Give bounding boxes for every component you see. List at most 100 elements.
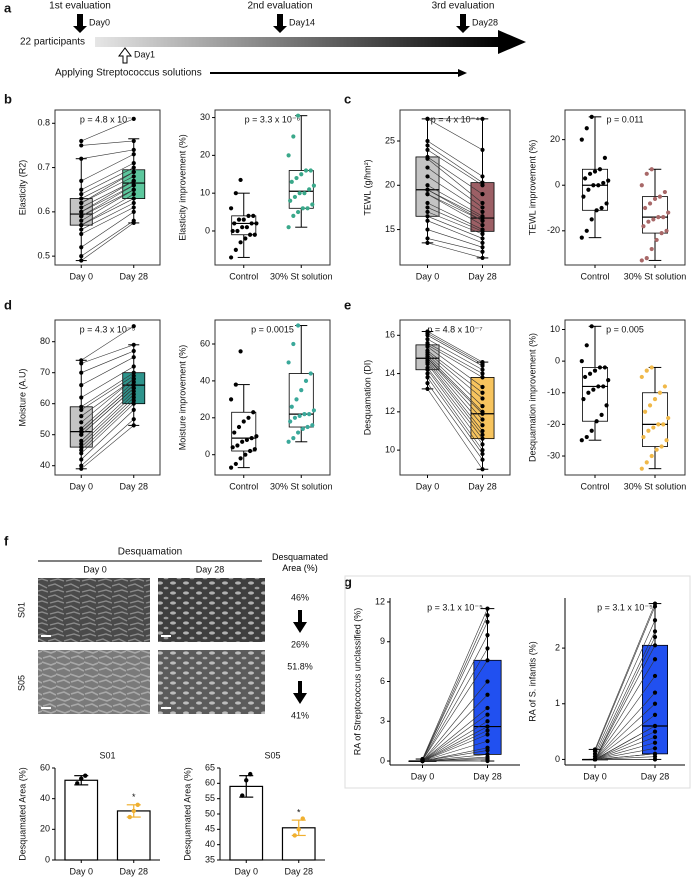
data-point	[639, 183, 644, 188]
data-point	[425, 218, 430, 223]
pair-line	[594, 731, 656, 760]
significance: *	[297, 808, 301, 818]
data-point	[131, 373, 136, 378]
pair-line	[81, 350, 134, 373]
data-point	[480, 147, 485, 152]
data-point	[480, 359, 485, 365]
box	[288, 373, 314, 428]
x-tick-label: Day 0	[69, 271, 93, 281]
y-tick-label: 10	[385, 444, 395, 454]
data-point	[656, 422, 661, 427]
data-point	[79, 178, 84, 183]
x-tick-label: Control	[229, 481, 258, 491]
data-point	[643, 205, 648, 211]
pair-line	[422, 734, 488, 762]
data-point	[79, 463, 84, 468]
data-point	[241, 419, 246, 424]
data-point	[597, 167, 603, 172]
data-point	[288, 198, 293, 203]
data-point	[131, 116, 136, 121]
row-label: S05	[16, 675, 26, 691]
pair-line	[427, 354, 483, 407]
data-point	[286, 439, 291, 444]
pair-line	[594, 636, 656, 760]
y-tick-label: 0	[380, 755, 385, 765]
plot-frame	[214, 109, 331, 266]
p-value: p = 4.8 x 10⁻⁷	[80, 114, 135, 124]
data-point	[308, 168, 313, 173]
y-tick-label: 40	[40, 793, 50, 803]
data-point	[596, 384, 601, 389]
data-point	[311, 183, 316, 188]
pair-line	[427, 242, 483, 259]
evaluation-day: Day14	[289, 17, 315, 27]
pair-line	[81, 356, 134, 386]
data-point	[662, 189, 668, 195]
y-tick-label: 50	[40, 429, 50, 439]
data-point	[305, 206, 310, 211]
pair-line	[81, 418, 134, 466]
y-tick-label: 1	[555, 698, 560, 708]
timeline-bar	[95, 37, 500, 47]
pair-line	[427, 373, 483, 451]
data-point	[251, 213, 256, 218]
data-point	[79, 192, 84, 197]
data-point	[644, 368, 649, 373]
data-point	[83, 773, 88, 778]
y-tick-label: 20	[40, 824, 50, 834]
data-point	[425, 143, 430, 148]
data-point	[425, 200, 430, 206]
data-point	[480, 249, 485, 254]
pair-line	[81, 222, 134, 261]
evaluation-label: 2nd evaluation	[247, 1, 312, 12]
data-point	[579, 137, 584, 142]
bar	[116, 810, 151, 861]
x-tick-label: Control	[580, 481, 609, 491]
data-point	[652, 690, 658, 695]
y-tick-label: 20	[550, 134, 560, 144]
data-point	[307, 412, 312, 417]
data-point	[480, 442, 485, 447]
y-tick-label: 0	[45, 854, 50, 864]
plot-frame	[399, 109, 511, 266]
data-point	[485, 619, 490, 624]
data-point	[135, 802, 140, 807]
data-point	[425, 147, 430, 152]
chart-title: S01	[99, 750, 115, 760]
data-point	[238, 349, 243, 354]
data-point	[639, 466, 644, 471]
y-tick-label: 30	[200, 112, 210, 122]
x-tick-label: Day 0	[416, 481, 440, 491]
data-point	[291, 435, 296, 441]
x-tick-label: Day 0	[69, 866, 93, 876]
data-point	[252, 447, 257, 452]
pair-line	[594, 675, 656, 760]
y-tick-label: -20	[547, 419, 560, 429]
y-tick-label: 45	[205, 824, 215, 834]
pair-line	[427, 363, 483, 435]
y-tick-label: 25	[385, 135, 395, 145]
pair-line	[422, 740, 488, 762]
panel-label: e	[344, 297, 351, 312]
data-point	[649, 453, 654, 459]
data-point	[480, 116, 485, 121]
y-tick-label: 20	[385, 180, 395, 190]
area-after: 26%	[291, 639, 309, 649]
pair-line	[81, 176, 134, 204]
data-point	[254, 434, 259, 439]
data-point	[233, 247, 238, 252]
eval-arrows	[73, 14, 470, 33]
x-tick-label: 30% St solution	[624, 481, 687, 491]
data-point	[79, 245, 84, 250]
y-tick-label: 20	[200, 150, 210, 160]
pair-line	[81, 207, 134, 235]
data-point	[296, 827, 301, 832]
data-point	[480, 423, 485, 428]
pair-line	[81, 400, 134, 451]
data-point	[131, 348, 136, 354]
data-point	[79, 143, 84, 148]
data-point	[240, 793, 245, 798]
data-point	[79, 451, 84, 456]
data-point	[229, 465, 234, 470]
pair-line	[594, 631, 656, 757]
